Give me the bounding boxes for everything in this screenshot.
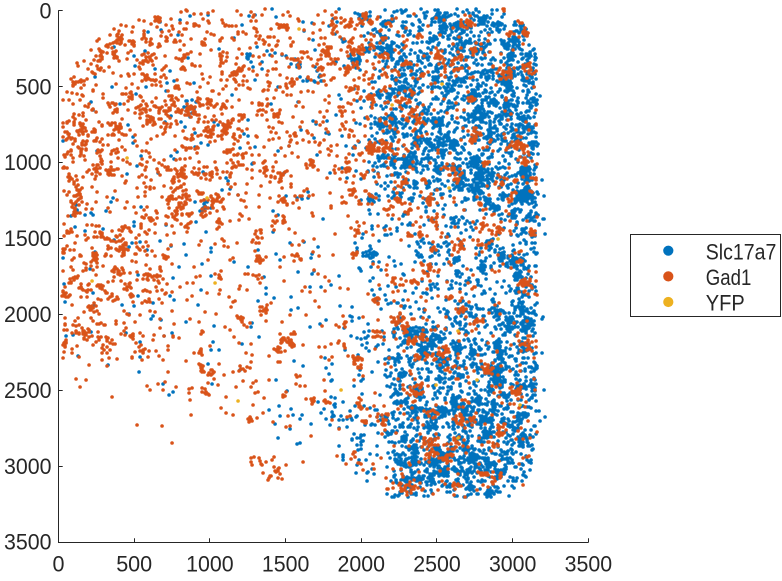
svg-text:3500: 3500 [565,552,613,576]
svg-text:1000: 1000 [4,150,52,175]
svg-text:2500: 2500 [4,378,52,403]
svg-text:0: 0 [53,552,65,576]
svg-text:2500: 2500 [413,552,461,576]
svg-text:Slc17a7: Slc17a7 [706,239,777,264]
svg-text:500: 500 [16,74,52,99]
svg-text:0: 0 [40,0,52,23]
svg-text:3000: 3000 [489,552,537,576]
svg-text:1500: 1500 [262,552,310,576]
svg-text:YFP: YFP [706,291,745,316]
svg-text:1500: 1500 [4,226,52,251]
svg-text:3500: 3500 [4,530,52,555]
svg-text:Gad1: Gad1 [706,265,752,290]
svg-text:2000: 2000 [4,302,52,327]
svg-text:1000: 1000 [186,552,234,576]
svg-text:500: 500 [116,552,152,576]
svg-text:3000: 3000 [4,454,52,479]
svg-text:2000: 2000 [338,552,386,576]
